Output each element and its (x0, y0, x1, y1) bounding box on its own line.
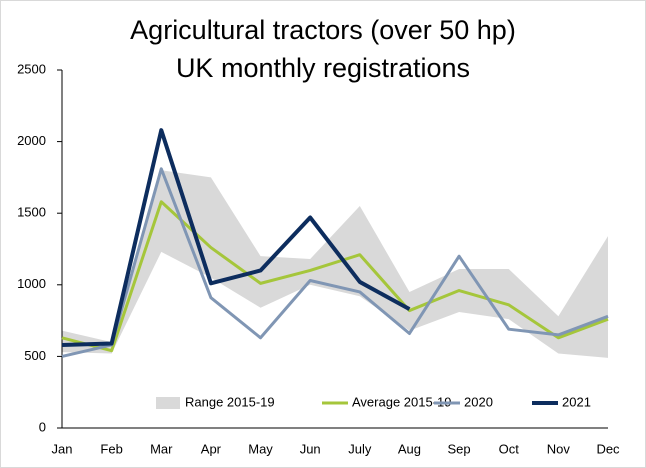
x-tick-label: Jun (300, 441, 321, 456)
y-tick-label: 500 (24, 348, 46, 363)
x-tick-label: July (348, 441, 372, 456)
y-tick-label: 2500 (17, 61, 46, 76)
chart-title: Agricultural tractors (over 50 hp) (130, 15, 516, 45)
legend-label: 2020 (464, 394, 493, 409)
x-tick-label: Aug (398, 441, 421, 456)
x-tick-label: Apr (201, 441, 222, 456)
y-tick-label: 0 (39, 419, 46, 434)
x-tick-label: Oct (499, 441, 520, 456)
x-tick-label: Feb (100, 441, 122, 456)
legend-swatch (156, 397, 180, 409)
chart-subtitle: UK monthly registrations (176, 53, 470, 83)
legend-label: 2021 (562, 394, 591, 409)
y-tick-label: 1500 (17, 205, 46, 220)
x-tick-label: Nov (547, 441, 571, 456)
x-tick-label: May (248, 441, 273, 456)
x-tick-label: Jan (52, 441, 73, 456)
series-line (61, 200, 609, 353)
y-tick-label: 2000 (17, 133, 46, 148)
x-tick-label: Dec (596, 441, 620, 456)
series-line (61, 128, 411, 347)
y-tick-label: 1000 (17, 276, 46, 291)
x-tick-label: Sep (448, 441, 471, 456)
x-tick-label: Mar (150, 441, 173, 456)
legend-label: Average 2015-19 (352, 394, 452, 409)
legend-label: Range 2015-19 (185, 394, 275, 409)
series-line (61, 167, 609, 358)
